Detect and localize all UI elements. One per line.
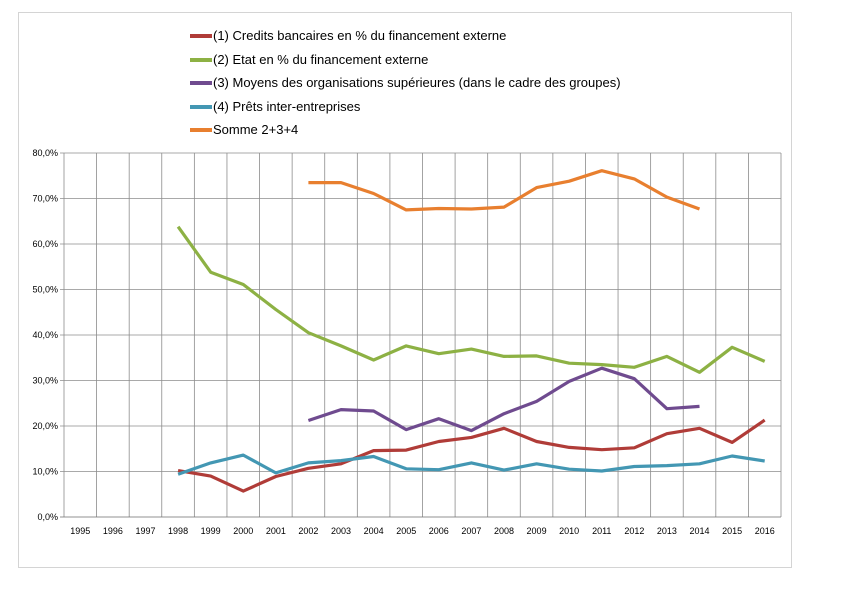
legend-swatch bbox=[190, 81, 212, 85]
legend-swatch bbox=[190, 128, 212, 132]
x-tick-label: 2014 bbox=[690, 526, 710, 536]
x-tick-label: 2002 bbox=[298, 526, 318, 536]
chart-frame: (1) Credits bancaires en % du financemen… bbox=[18, 12, 792, 568]
x-tick-label: 2009 bbox=[527, 526, 547, 536]
legend-label: (3) Moyens des organisations supérieures… bbox=[213, 75, 621, 90]
x-tick-label: 2001 bbox=[266, 526, 286, 536]
series-line-2 bbox=[176, 225, 766, 374]
x-tick-label: 1998 bbox=[168, 526, 188, 536]
plot-area: 0,0% 10,0% 20,0% 30,0% 40,0% 50,0% 60,0% 70,0% 8… bbox=[32, 148, 782, 536]
x-tick-label: 2005 bbox=[396, 526, 416, 536]
x-tick-label: 2000 bbox=[233, 526, 253, 536]
x-tick-label: 2006 bbox=[429, 526, 449, 536]
x-tick-label: 2013 bbox=[657, 526, 677, 536]
legend-swatch bbox=[190, 104, 212, 109]
x-tick-label: 1995 bbox=[70, 526, 90, 536]
y-tick-label: 80,0% bbox=[32, 148, 58, 158]
y-tick-label: 60,0% bbox=[32, 239, 58, 249]
legend-label: (1) Credits bancaires en % du financemen… bbox=[213, 28, 507, 43]
x-tick-label: 2010 bbox=[559, 526, 579, 536]
x-tick-label: 2012 bbox=[624, 526, 644, 536]
legend-label: (4) Prêts inter-entreprises bbox=[213, 98, 361, 114]
x-tick-label: 2007 bbox=[461, 526, 481, 536]
series-line-5 bbox=[308, 169, 701, 212]
series-line-1 bbox=[177, 418, 766, 493]
legend-swatch bbox=[190, 57, 212, 62]
y-tick-label: 70,0% bbox=[32, 194, 58, 204]
x-tick-label: 2003 bbox=[331, 526, 351, 536]
x-tick-label: 2011 bbox=[592, 526, 611, 536]
x-tick-label: 2008 bbox=[494, 526, 514, 536]
x-tick-label: 1996 bbox=[103, 526, 123, 536]
series-line-3 bbox=[307, 366, 700, 433]
y-tick-label: 40,0% bbox=[32, 330, 58, 340]
x-tick-label: 2015 bbox=[722, 526, 742, 536]
y-tick-label: 50,0% bbox=[32, 285, 58, 295]
y-tick-label: 20,0% bbox=[32, 421, 58, 431]
x-tick-label: 1997 bbox=[135, 526, 155, 536]
y-tick-label: 10,0% bbox=[32, 467, 58, 477]
y-tick-label: 0,0% bbox=[37, 512, 58, 522]
y-tick-label: 30,0% bbox=[32, 376, 58, 386]
legend-swatch bbox=[190, 34, 212, 38]
x-tick-label: 2004 bbox=[364, 526, 384, 536]
x-tick-label: 2016 bbox=[755, 526, 775, 536]
x-tick-label: 1999 bbox=[201, 526, 221, 536]
legend-label: (2) Etat en % du financement externe bbox=[213, 51, 429, 67]
legend-label: Somme 2+3+4 bbox=[213, 122, 299, 137]
series-line-4 bbox=[177, 453, 765, 476]
